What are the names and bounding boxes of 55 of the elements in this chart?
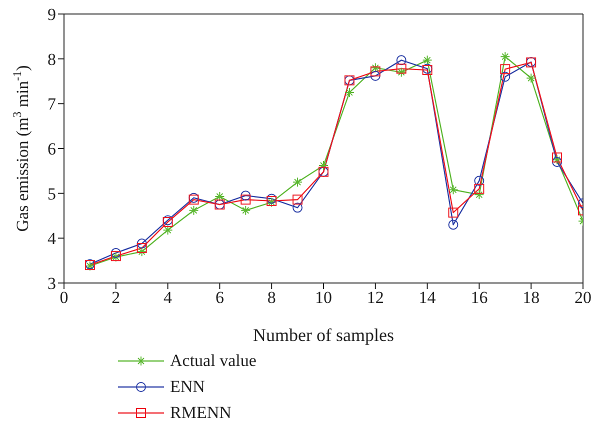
x-tick-label: 18: [522, 288, 540, 308]
point: [344, 87, 354, 98]
x-tick-label: 6: [215, 288, 224, 308]
point: [500, 52, 510, 62]
y-tick-label: 8: [48, 50, 56, 69]
point: [240, 190, 251, 201]
point: [448, 208, 458, 218]
x-tick-label: 8: [267, 288, 276, 308]
point: [136, 243, 147, 254]
point: [474, 176, 484, 186]
x-tick-label: 4: [164, 288, 173, 308]
y-tick-label: 9: [48, 5, 56, 24]
point: [292, 202, 303, 213]
point: [292, 194, 303, 205]
point: [188, 205, 199, 216]
y-tick-label: 6: [48, 140, 56, 159]
legend-label: Actual value: [170, 351, 256, 371]
point: [370, 66, 380, 76]
point: [396, 55, 406, 66]
point: [448, 184, 458, 195]
point: [136, 246, 147, 257]
point: [526, 73, 536, 84]
point: [448, 220, 458, 230]
point: [214, 191, 225, 202]
legend-label: ENN: [170, 377, 205, 397]
x-tick-label: 10: [315, 288, 332, 308]
point: [370, 70, 380, 81]
point: [318, 160, 328, 171]
y-tick-label: 5: [48, 184, 56, 204]
point: [240, 205, 251, 216]
point: [422, 55, 432, 66]
point: [500, 72, 510, 82]
x-tick-label: 12: [366, 288, 384, 308]
point: [240, 194, 251, 205]
point: [136, 238, 147, 249]
point: [370, 62, 380, 73]
point: [474, 184, 484, 194]
point: [552, 152, 562, 162]
point: [110, 248, 121, 258]
y-tick-label: 3: [48, 274, 56, 294]
x-tick-label: 0: [60, 288, 68, 308]
legend-label: RMENN: [170, 403, 232, 423]
point: [396, 67, 406, 78]
point: [162, 225, 173, 236]
point: [500, 64, 510, 74]
point: [292, 177, 303, 188]
y-tick-label: 4: [48, 229, 56, 248]
x-tick-label: 20: [574, 288, 592, 308]
y-tick-label: 7: [48, 94, 56, 114]
point: [474, 190, 484, 200]
x-axis-title: Number of samples: [253, 325, 394, 345]
x-tick-label: 16: [470, 288, 488, 308]
x-tick-label: 14: [418, 288, 436, 308]
point: [396, 64, 406, 74]
x-tick-label: 2: [112, 288, 120, 308]
